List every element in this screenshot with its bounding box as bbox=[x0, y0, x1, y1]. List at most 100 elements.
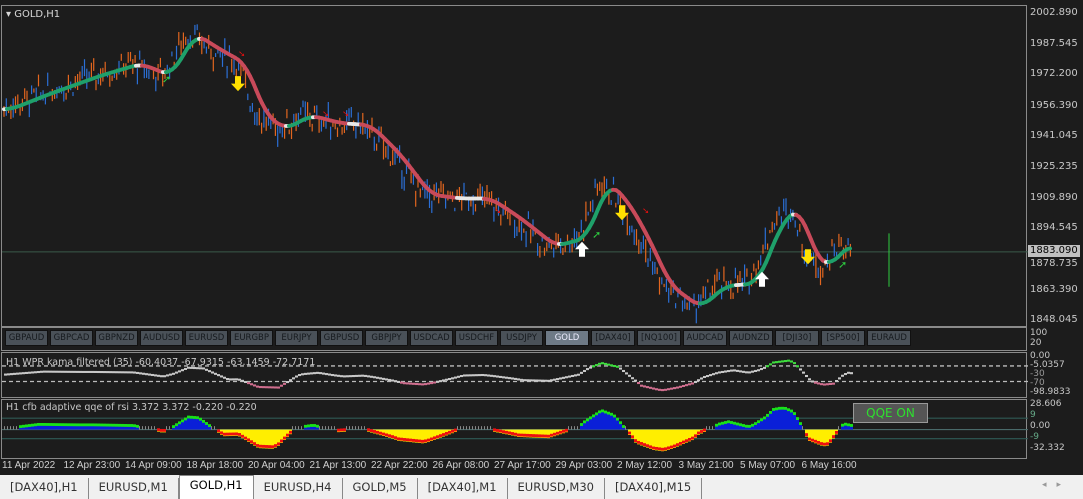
wpr-line-segment bbox=[97, 370, 100, 374]
qqe-line-segment bbox=[175, 423, 178, 427]
qqe-histogram-bar bbox=[727, 422, 730, 430]
symbol-button-eurusd[interactable]: EURUSD bbox=[185, 330, 228, 346]
wpr-line-segment bbox=[88, 370, 91, 373]
tab-scroll-arrows-icon[interactable]: ◂▸ bbox=[1041, 480, 1071, 490]
symbol-button-dax40[interactable]: [DAX40] bbox=[591, 330, 635, 346]
qqe-line-segment bbox=[718, 422, 721, 426]
time-tick: 3 May 21:00 bbox=[678, 460, 734, 471]
tab-eurusd-h4[interactable]: EURUSD,H4 bbox=[254, 478, 343, 499]
qqe-histogram-bar bbox=[400, 429, 403, 442]
qqe-line-segment bbox=[580, 423, 583, 426]
symbol-button-usdcad[interactable]: USDCAD bbox=[410, 330, 453, 346]
qqe-histogram-bar bbox=[601, 411, 604, 430]
tab--dax40--m1[interactable]: [DAX40],M1 bbox=[418, 478, 508, 499]
qqe-on-badge[interactable]: QQE ON bbox=[853, 403, 928, 423]
wpr-line-segment bbox=[664, 388, 667, 391]
wpr-line-segment bbox=[109, 371, 112, 374]
price-chart-canvas[interactable]: ➚ ➚ ➚ ➘ ➘ ➘ ➘ ➘ bbox=[2, 6, 1028, 326]
qqe-line-segment bbox=[415, 439, 418, 443]
wpr-line-segment bbox=[235, 378, 238, 381]
qqe-histogram-bar bbox=[244, 429, 247, 441]
buy-arrow-icon bbox=[575, 241, 589, 257]
symbol-button-gold[interactable]: GOLD bbox=[545, 330, 589, 346]
qqe-line-segment bbox=[394, 436, 397, 440]
qqe-line-segment bbox=[760, 418, 763, 422]
wpr-line-segment bbox=[556, 378, 559, 381]
qqe-line-segment bbox=[598, 410, 601, 414]
symbol-button-usdjpy[interactable]: USDJPY bbox=[500, 330, 543, 346]
symbol-button-audnzd[interactable]: AUDNZD bbox=[729, 330, 773, 346]
qqe-line-segment bbox=[826, 442, 829, 446]
wpr-line-segment bbox=[421, 383, 424, 386]
time-tick: 12 Apr 23:00 bbox=[63, 460, 121, 471]
qqe-line-segment bbox=[388, 434, 391, 438]
price-tick: 1987.545 bbox=[1030, 37, 1078, 49]
dropdown-triangle-icon[interactable]: ▾ bbox=[6, 9, 15, 20]
qqe-histogram-bar bbox=[814, 429, 817, 444]
scale-label: -5.0357 bbox=[1030, 360, 1065, 370]
symbol-button-gbpcad[interactable]: GBPCAD bbox=[50, 330, 93, 346]
symbol-button-nq100[interactable]: [NQ100] bbox=[637, 330, 681, 346]
qqe-histogram-bar bbox=[130, 426, 133, 430]
qqe-line-segment bbox=[268, 445, 271, 449]
qqe-histogram-bar bbox=[817, 429, 820, 445]
symbol-button-euraud[interactable]: EURAUD bbox=[867, 330, 911, 346]
wpr-line-segment bbox=[262, 386, 265, 389]
qqe-histogram-bar bbox=[751, 426, 754, 430]
wpr-line-segment bbox=[205, 368, 208, 371]
wpr-line-segment bbox=[538, 379, 541, 382]
qqe-line-segment bbox=[70, 423, 73, 427]
wpr-line-segment bbox=[232, 378, 235, 381]
wpr-line-segment bbox=[535, 379, 538, 382]
symbol-button-gbpaud[interactable]: GBPAUD bbox=[5, 330, 48, 346]
qqe-line-segment bbox=[634, 439, 637, 443]
wpr-line-segment bbox=[274, 386, 277, 389]
qqe-line-segment bbox=[385, 433, 388, 437]
price-tick: 1894.545 bbox=[1030, 222, 1078, 234]
qqe-line-segment bbox=[250, 440, 253, 444]
symbol-button-gbpjpy[interactable]: GBPJPY bbox=[365, 330, 408, 346]
qqe-line-segment bbox=[88, 423, 91, 427]
wpr-line-segment bbox=[616, 365, 619, 368]
wpr-line-segment bbox=[682, 384, 685, 388]
wpr-line-segment bbox=[478, 374, 481, 377]
qqe-line-segment bbox=[610, 412, 613, 416]
tab-gold-m5[interactable]: GOLD,M5 bbox=[343, 478, 418, 499]
symbol-button-eurjpy[interactable]: EURJPY bbox=[275, 330, 318, 346]
qqe-line-segment bbox=[697, 431, 700, 435]
tab-gold-h1[interactable]: GOLD,H1 bbox=[178, 475, 254, 499]
qqe-line-segment bbox=[535, 434, 538, 438]
qqe-histogram-bar bbox=[787, 410, 790, 430]
wpr-line-segment bbox=[256, 385, 259, 388]
qqe-line-segment bbox=[589, 416, 592, 420]
price-chart[interactable]: ➚ ➚ ➚ ➘ ➘ ➘ ➘ ➘ ▾ GOLD,H1 bbox=[1, 5, 1028, 327]
wpr-line-segment bbox=[481, 373, 484, 377]
symbol-button-audusd[interactable]: AUDUSD bbox=[140, 330, 183, 346]
qqe-line-segment bbox=[673, 444, 676, 448]
qqe-histogram-bar bbox=[823, 429, 826, 447]
symbol-button-gbpnzd[interactable]: GBPNZD bbox=[95, 330, 138, 346]
tab-eurusd-m30[interactable]: EURUSD,M30 bbox=[508, 478, 605, 499]
qqe-histogram-bar bbox=[475, 426, 476, 430]
symbol-button-sp500[interactable]: [SP500] bbox=[821, 330, 865, 346]
wpr-line-segment bbox=[541, 379, 544, 382]
qqe-line-segment bbox=[844, 422, 847, 426]
symbol-button-audcad[interactable]: AUDCAD bbox=[683, 330, 727, 346]
qqe-histogram-bar bbox=[199, 420, 202, 430]
tab--dax40--m15[interactable]: [DAX40],M15 bbox=[605, 478, 703, 499]
wpr-line-segment bbox=[178, 370, 181, 373]
qqe-histogram-bar bbox=[661, 429, 664, 452]
qqe-histogram-bar bbox=[490, 426, 491, 430]
qqe-line-segment bbox=[373, 430, 376, 433]
qqe-histogram-bar bbox=[52, 425, 55, 430]
symbol-button-usdchf[interactable]: USDCHF bbox=[455, 330, 498, 346]
tab-eurusd-m1[interactable]: EURUSD,M1 bbox=[89, 478, 179, 499]
symbol-button-eurgbp[interactable]: EURGBP bbox=[230, 330, 273, 346]
symbol-button-gbpusd[interactable]: GBPUSD bbox=[320, 330, 363, 346]
price-tick: 1972.200 bbox=[1030, 68, 1078, 80]
tab--dax40--h1[interactable]: [DAX40],H1 bbox=[0, 478, 89, 499]
qqe-line-segment bbox=[94, 423, 97, 427]
qqe-histogram-bar bbox=[106, 425, 109, 430]
symbol-button-dji30[interactable]: [DJI30] bbox=[775, 330, 819, 346]
wpr-indicator-panel[interactable]: H1 WPR kama filtered (35) -60.4037 -67.9… bbox=[1, 352, 1028, 398]
